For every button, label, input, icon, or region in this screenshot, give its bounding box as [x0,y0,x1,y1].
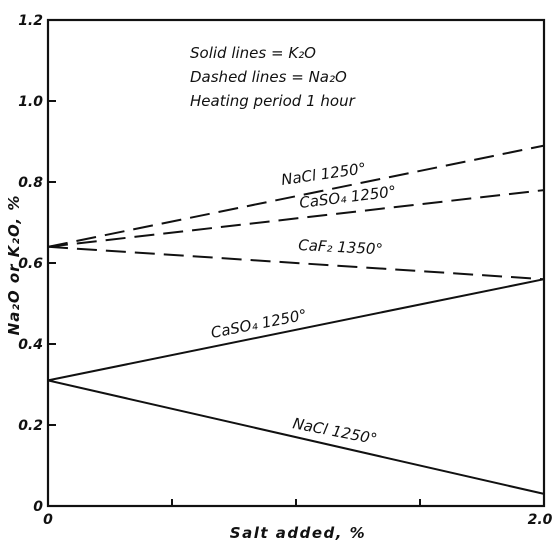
series-label-caso4-dashed: CaSO₄ 1250° [298,182,397,212]
series-line-dashed-0 [47,144,545,248]
y-tick-label: 1.2 [18,13,43,29]
series-line-dashed-1 [47,189,545,248]
x-tick-marks [171,499,421,506]
x-axis-title: Salt added, % [230,524,366,542]
series-line-solid-3 [47,278,545,382]
series-line-solid-4 [47,379,545,495]
y-tick-label: 0.6 [18,256,43,272]
y-tick-label: 0 [33,499,43,515]
series-label-nacl-solid: NaCl 1250° [291,414,378,448]
y-tick-label: 1.0 [18,94,43,110]
y-axis-title: Na₂O or K₂O, % [5,195,23,336]
annotation-heating: Heating period 1 hour [190,92,356,110]
x-tick-label-2: 2.0 [528,512,552,528]
y-tick-label: 0.2 [18,418,43,434]
annotation-dashed: Dashed lines = Na₂O [190,68,347,86]
y-tick-label: 0.8 [18,175,43,191]
series-label-nacl-dashed: NaCl 1250° [280,159,367,189]
y-ticks: 0 0.2 0.4 0.6 0.8 1.0 1.2 [18,13,56,515]
y-tick-label: 0.4 [18,337,43,353]
series-layer [47,144,545,495]
annotation-solid: Solid lines = K₂O [190,44,316,62]
series-line-dashed-2 [47,245,545,281]
x-tick-label-0: 0 [43,512,53,528]
series-label-caf2-dashed: CaF₂ 1350° [298,236,384,258]
